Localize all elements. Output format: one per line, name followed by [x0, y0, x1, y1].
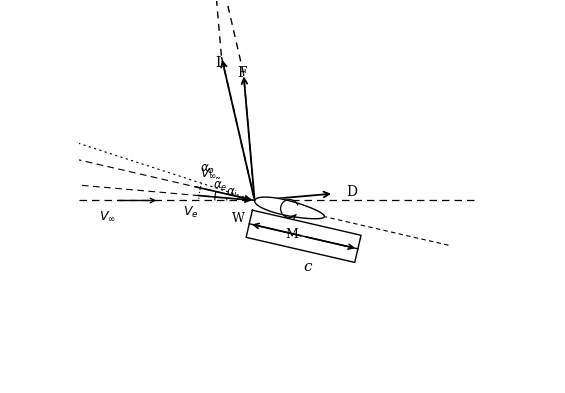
Text: $V_\infty$: $V_\infty$ — [200, 167, 217, 180]
Text: $\tilde{\alpha}_e$: $\tilde{\alpha}_e$ — [214, 176, 228, 193]
Polygon shape — [255, 197, 324, 219]
Text: $\alpha_\varphi$: $\alpha_\varphi$ — [199, 162, 215, 177]
Text: L: L — [215, 55, 224, 70]
Text: D: D — [346, 185, 357, 198]
Text: $V_e$: $V_e$ — [184, 205, 199, 220]
Text: W: W — [232, 213, 245, 226]
Text: F: F — [237, 66, 247, 80]
Text: $V_\infty$: $V_\infty$ — [99, 210, 116, 223]
Text: M: M — [285, 228, 298, 241]
Text: c: c — [303, 260, 312, 274]
Text: $\alpha_i$: $\alpha_i$ — [227, 187, 238, 200]
